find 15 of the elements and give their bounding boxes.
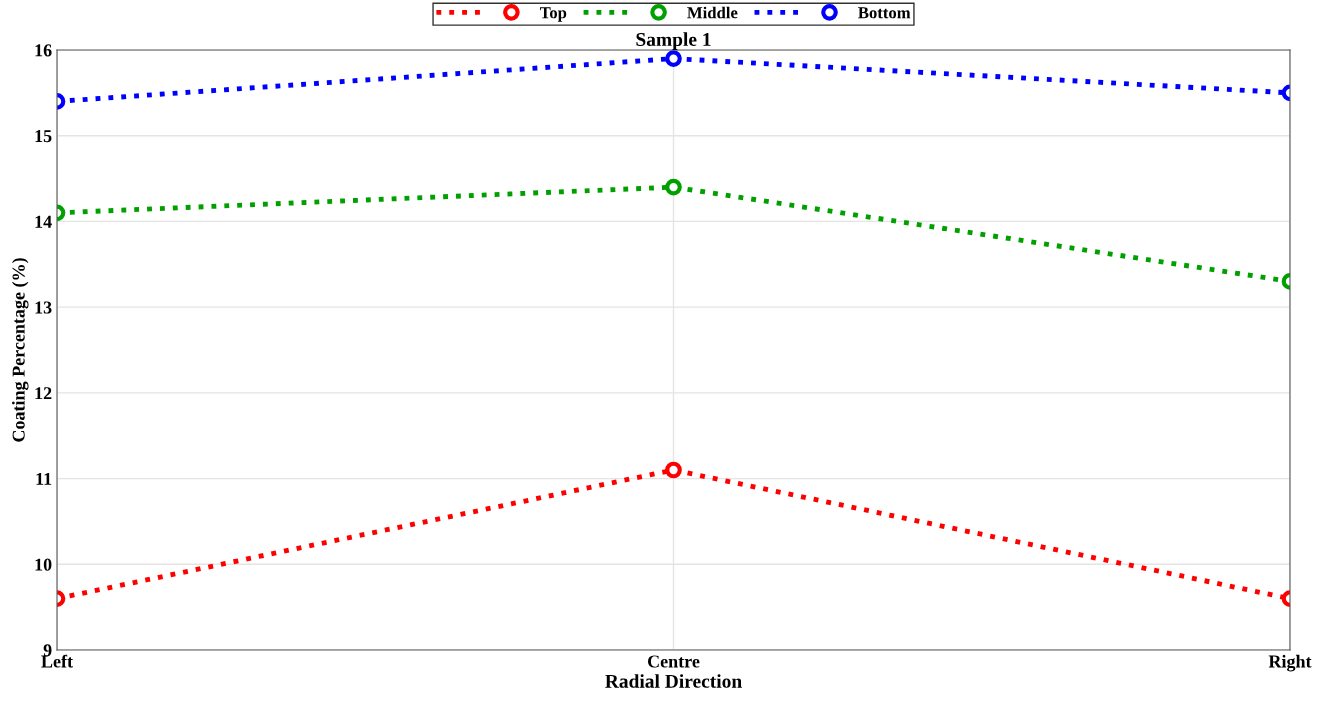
y-tick-label: 10 bbox=[35, 558, 52, 571]
legend-label: Top bbox=[539, 7, 567, 22]
y-axis-title: Coating Percentage (%) bbox=[12, 258, 29, 442]
x-axis-title: Radial Direction bbox=[605, 674, 742, 688]
y-tick-label: 11 bbox=[36, 472, 52, 485]
y-tick-label: 14 bbox=[35, 215, 52, 228]
legend-label: Middle bbox=[687, 6, 738, 19]
x-tick-label: Centre bbox=[647, 655, 700, 668]
x-tick-label: Right bbox=[1268, 654, 1312, 672]
y-tick-label: 12 bbox=[35, 387, 52, 400]
y-tick-label: 15 bbox=[35, 130, 52, 143]
chart-title: Sample 1 bbox=[636, 32, 711, 50]
y-tick-label: 13 bbox=[35, 301, 52, 314]
y-tick-label: 16 bbox=[35, 44, 52, 57]
legend-label: Bottom bbox=[858, 7, 911, 19]
